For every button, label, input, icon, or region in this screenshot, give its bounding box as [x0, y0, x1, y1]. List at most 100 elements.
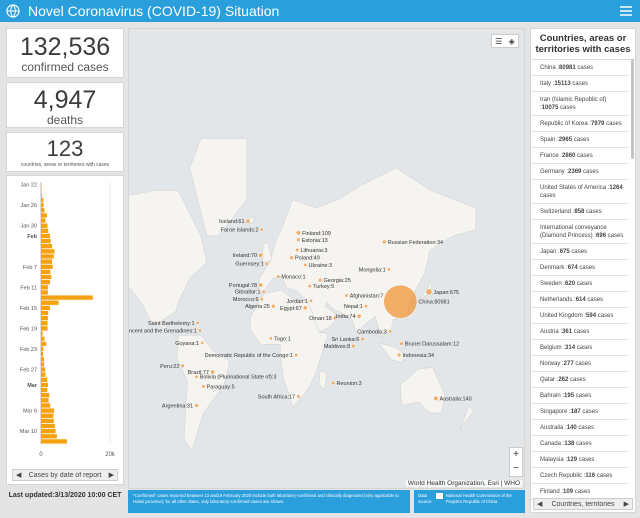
case-bubble[interactable]	[303, 305, 308, 311]
country-item[interactable]: Australia :140 cases	[531, 420, 629, 436]
case-bubble[interactable]	[397, 352, 402, 358]
country-name: France :	[540, 153, 563, 159]
country-item[interactable]: China :80981 cases	[531, 60, 629, 76]
country-item[interactable]: Sweden :620 cases	[531, 276, 629, 292]
case-bubble[interactable]	[387, 267, 391, 272]
case-bubble[interactable]	[295, 248, 300, 252]
case-bubble[interactable]	[382, 239, 387, 244]
bubble-label: Iceland:61	[219, 219, 244, 225]
case-bubble[interactable]	[296, 237, 301, 242]
case-bubble[interactable]	[271, 304, 276, 309]
case-bubble[interactable]	[318, 278, 323, 283]
case-bubble[interactable]	[356, 313, 362, 319]
country-count: 594	[586, 313, 597, 319]
case-bubble[interactable]	[331, 381, 336, 386]
case-bubble[interactable]	[388, 329, 392, 334]
case-bubble[interactable]	[200, 341, 205, 345]
country-item[interactable]: Austria :361 cases	[531, 324, 629, 340]
land	[377, 342, 406, 364]
case-bubble[interactable]	[344, 293, 349, 298]
case-bubble[interactable]	[399, 341, 404, 346]
country-item[interactable]: Spain :2965 cases	[531, 132, 629, 148]
country-item[interactable]: Norway :277 cases	[531, 356, 629, 372]
legend-button[interactable]: ☰	[495, 36, 503, 46]
case-bubble[interactable]	[245, 219, 251, 224]
bar	[41, 372, 46, 377]
case-bubble[interactable]	[307, 284, 312, 289]
country-item[interactable]: United States of America :1264 cases	[531, 180, 629, 204]
country-name: Oman:	[309, 316, 326, 322]
case-bubble[interactable]	[210, 369, 215, 375]
case-bubble[interactable]	[195, 321, 200, 325]
country-name: Republic of Korea :	[540, 121, 592, 127]
case-count: 5	[232, 384, 235, 390]
prev-button[interactable]: ◀	[16, 472, 22, 479]
zoom-in[interactable]: +	[513, 449, 519, 460]
next-button[interactable]: ▶	[623, 501, 629, 508]
case-bubble[interactable]	[425, 288, 433, 296]
case-bubble[interactable]	[360, 337, 365, 342]
country-item[interactable]: International conveyance (Diamond Prince…	[531, 220, 629, 244]
case-bubble[interactable]	[180, 363, 185, 368]
country-item[interactable]: Germany :2369 cases	[531, 164, 629, 180]
country-item[interactable]: Belgium :314 cases	[531, 340, 629, 356]
country-item[interactable]: Denmark :674 cases	[531, 260, 629, 276]
case-bubble[interactable]	[296, 394, 301, 399]
country-item[interactable]: Malaysia :129 cases	[531, 452, 629, 468]
case-bubble[interactable]	[309, 299, 313, 303]
country-item[interactable]: Canada :138 cases	[531, 436, 629, 452]
country-item[interactable]: Iran (Islamic Republic of) :10075 cases	[531, 92, 629, 116]
case-bubble[interactable]	[194, 403, 199, 408]
case-bubble[interactable]	[258, 282, 263, 288]
case-bubble[interactable]	[269, 336, 273, 341]
count-unit: cases	[597, 313, 614, 319]
case-bubble[interactable]	[194, 374, 199, 379]
case-bubble[interactable]	[364, 304, 368, 309]
case-bubble[interactable]	[383, 284, 418, 319]
country-item[interactable]: Republic of Korea :7979 cases	[531, 116, 629, 132]
country-count: 2860	[562, 153, 576, 159]
prev-button[interactable]: ◀	[537, 501, 543, 508]
case-bubble[interactable]	[259, 227, 264, 232]
country-item[interactable]: Qatar :262 cases	[531, 372, 629, 388]
bubble-label: Afghanistan:7	[350, 294, 384, 300]
country-name: Guernsey:	[235, 262, 261, 268]
country-item[interactable]: Switzerland :858 cases	[531, 204, 629, 220]
country-item[interactable]: Japan :675 cases	[531, 244, 629, 260]
country-item[interactable]: Czech Republic :116 cases	[531, 468, 629, 484]
case-bubble[interactable]	[261, 289, 266, 294]
country-count: 277	[563, 361, 574, 367]
menu-icon[interactable]	[620, 6, 632, 16]
country-item[interactable]: Netherlands :614 cases	[531, 292, 629, 308]
case-bubble[interactable]	[201, 384, 206, 389]
zoom-out[interactable]: −	[513, 463, 519, 474]
case-bubble[interactable]	[258, 253, 263, 258]
case-bubble[interactable]	[198, 328, 202, 333]
bar	[41, 223, 48, 228]
case-bubble[interactable]	[294, 353, 298, 357]
case-bubble[interactable]	[333, 315, 338, 320]
next-button[interactable]: ▶	[108, 472, 114, 479]
country-item[interactable]: France :2860 cases	[531, 148, 629, 164]
layers-button[interactable]: ◈	[508, 36, 515, 46]
case-bubble[interactable]	[259, 297, 264, 302]
case-bubble[interactable]	[296, 230, 301, 236]
country-item[interactable]: United Kingdom :594 cases	[531, 308, 629, 324]
country-name: Indonesia:	[403, 353, 429, 359]
case-bubble[interactable]	[289, 255, 294, 260]
country-list: China :80981 cases Italy :15113 cases Iran…	[531, 60, 629, 500]
scrollbar[interactable]	[631, 59, 634, 159]
country-item[interactable]: Italy :15113 cases	[531, 76, 629, 92]
country-name: Gibraltar:	[235, 290, 258, 296]
country-item[interactable]: Bahrain :195 cases	[531, 388, 629, 404]
country-item[interactable]: Singapore :187 cases	[531, 404, 629, 420]
case-bubble[interactable]	[265, 261, 269, 266]
case-bubble[interactable]	[351, 343, 356, 348]
case-bubble[interactable]	[303, 263, 308, 267]
case-bubble[interactable]	[433, 395, 439, 401]
case-bubble[interactable]	[276, 274, 281, 279]
country-name: Democratic Republic of the Congo:	[205, 353, 291, 359]
bubble-label: Mongolia:1	[359, 267, 386, 273]
country-name: Malaysia :	[540, 457, 568, 463]
